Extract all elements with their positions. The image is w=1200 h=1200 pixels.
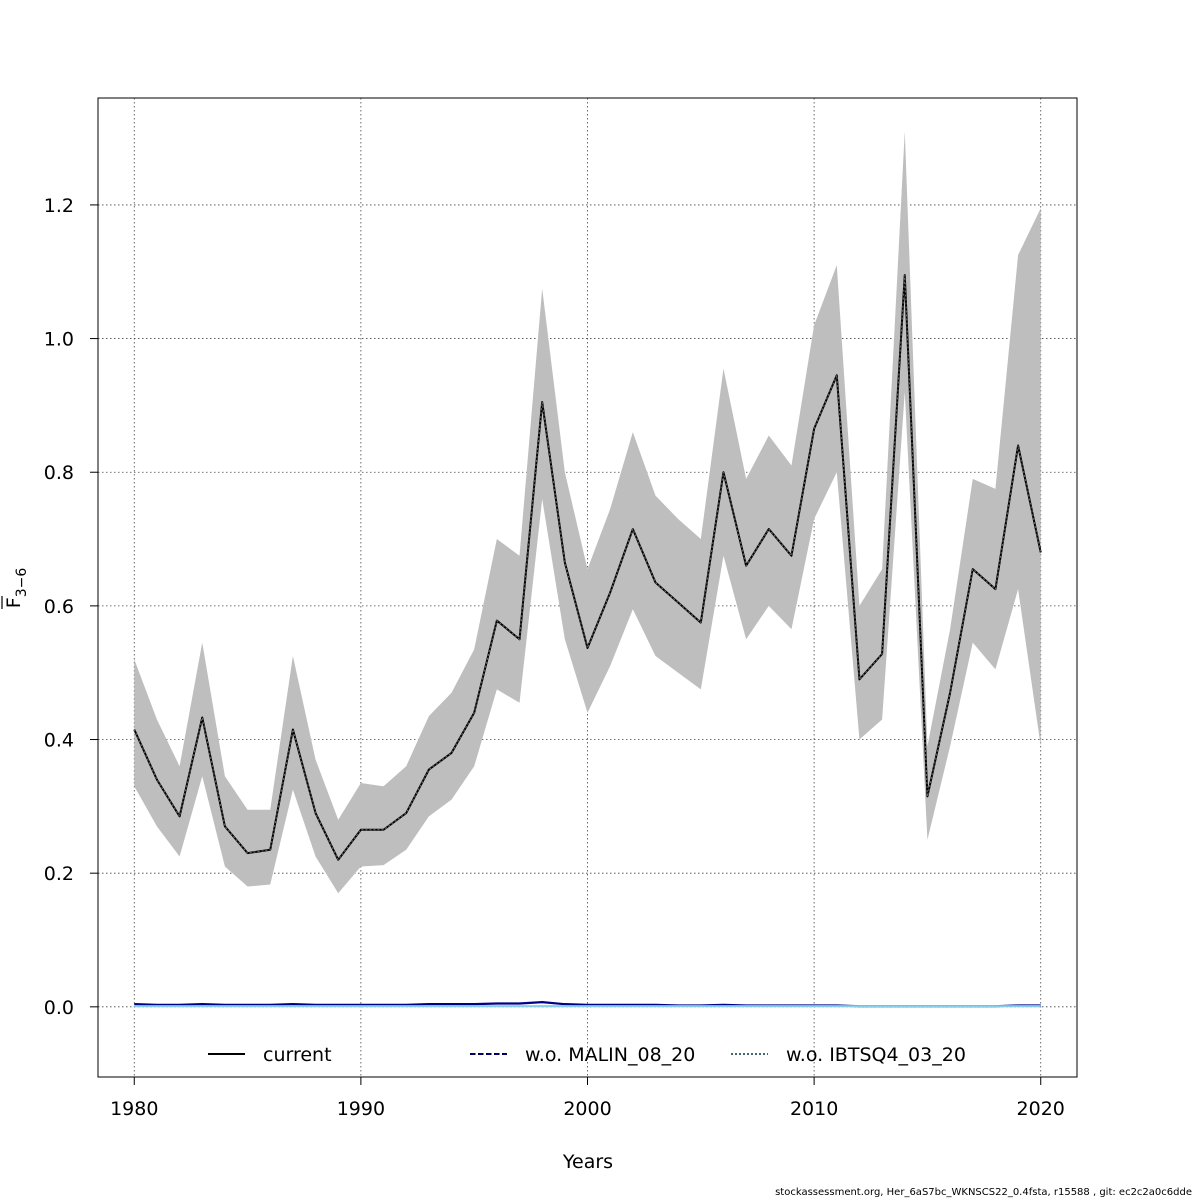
legend-label-0: current: [263, 1044, 332, 1066]
x-tick-label: 2000: [563, 1098, 611, 1120]
x-tick-label: 2010: [790, 1098, 838, 1120]
y-axis-label-subscript: 3−6: [14, 568, 30, 598]
footer-source: stockassessment.org, Her_6aS7bc_WKNSCS22…: [775, 1187, 1192, 1198]
y-tick-label: 1.0: [44, 329, 74, 351]
y-tick-label: 0.6: [44, 596, 74, 618]
y-tick-label: 0.4: [44, 730, 74, 752]
svg-text:F3−6: F3−6: [3, 568, 30, 609]
x-tick-label: 1980: [110, 1098, 158, 1120]
confidence-band-layer: [134, 131, 1041, 894]
y-axis: 0.0 0.2 0.4 0.6 0.8 1.0 1.2: [44, 195, 98, 1019]
confidence-band: [134, 131, 1041, 894]
y-tick-label: 0.0: [44, 997, 74, 1019]
legend: current w.o. MALIN_08_20 w.o. IBTSQ4_03_20: [208, 1044, 966, 1066]
y-axis-label: F3−6: [1, 568, 30, 609]
series-line-0: [133, 274, 1042, 861]
x-tick-label: 2020: [1017, 1098, 1065, 1120]
y-tick-label: 0.2: [44, 863, 74, 885]
x-axis-label: Years: [562, 1151, 613, 1173]
x-tick-label: 1990: [337, 1098, 385, 1120]
x-axis: 1980 1990 2000 2010 2020: [110, 1077, 1065, 1120]
y-tick-label: 0.8: [44, 462, 74, 484]
legend-label-2: w.o. IBTSQ4_03_20: [786, 1044, 966, 1066]
y-tick-label: 1.2: [44, 195, 74, 217]
series-lines-layer: [133, 274, 1042, 1008]
legend-label-1: w.o. MALIN_08_20: [525, 1044, 695, 1066]
y-axis-label-main: F: [3, 597, 25, 608]
